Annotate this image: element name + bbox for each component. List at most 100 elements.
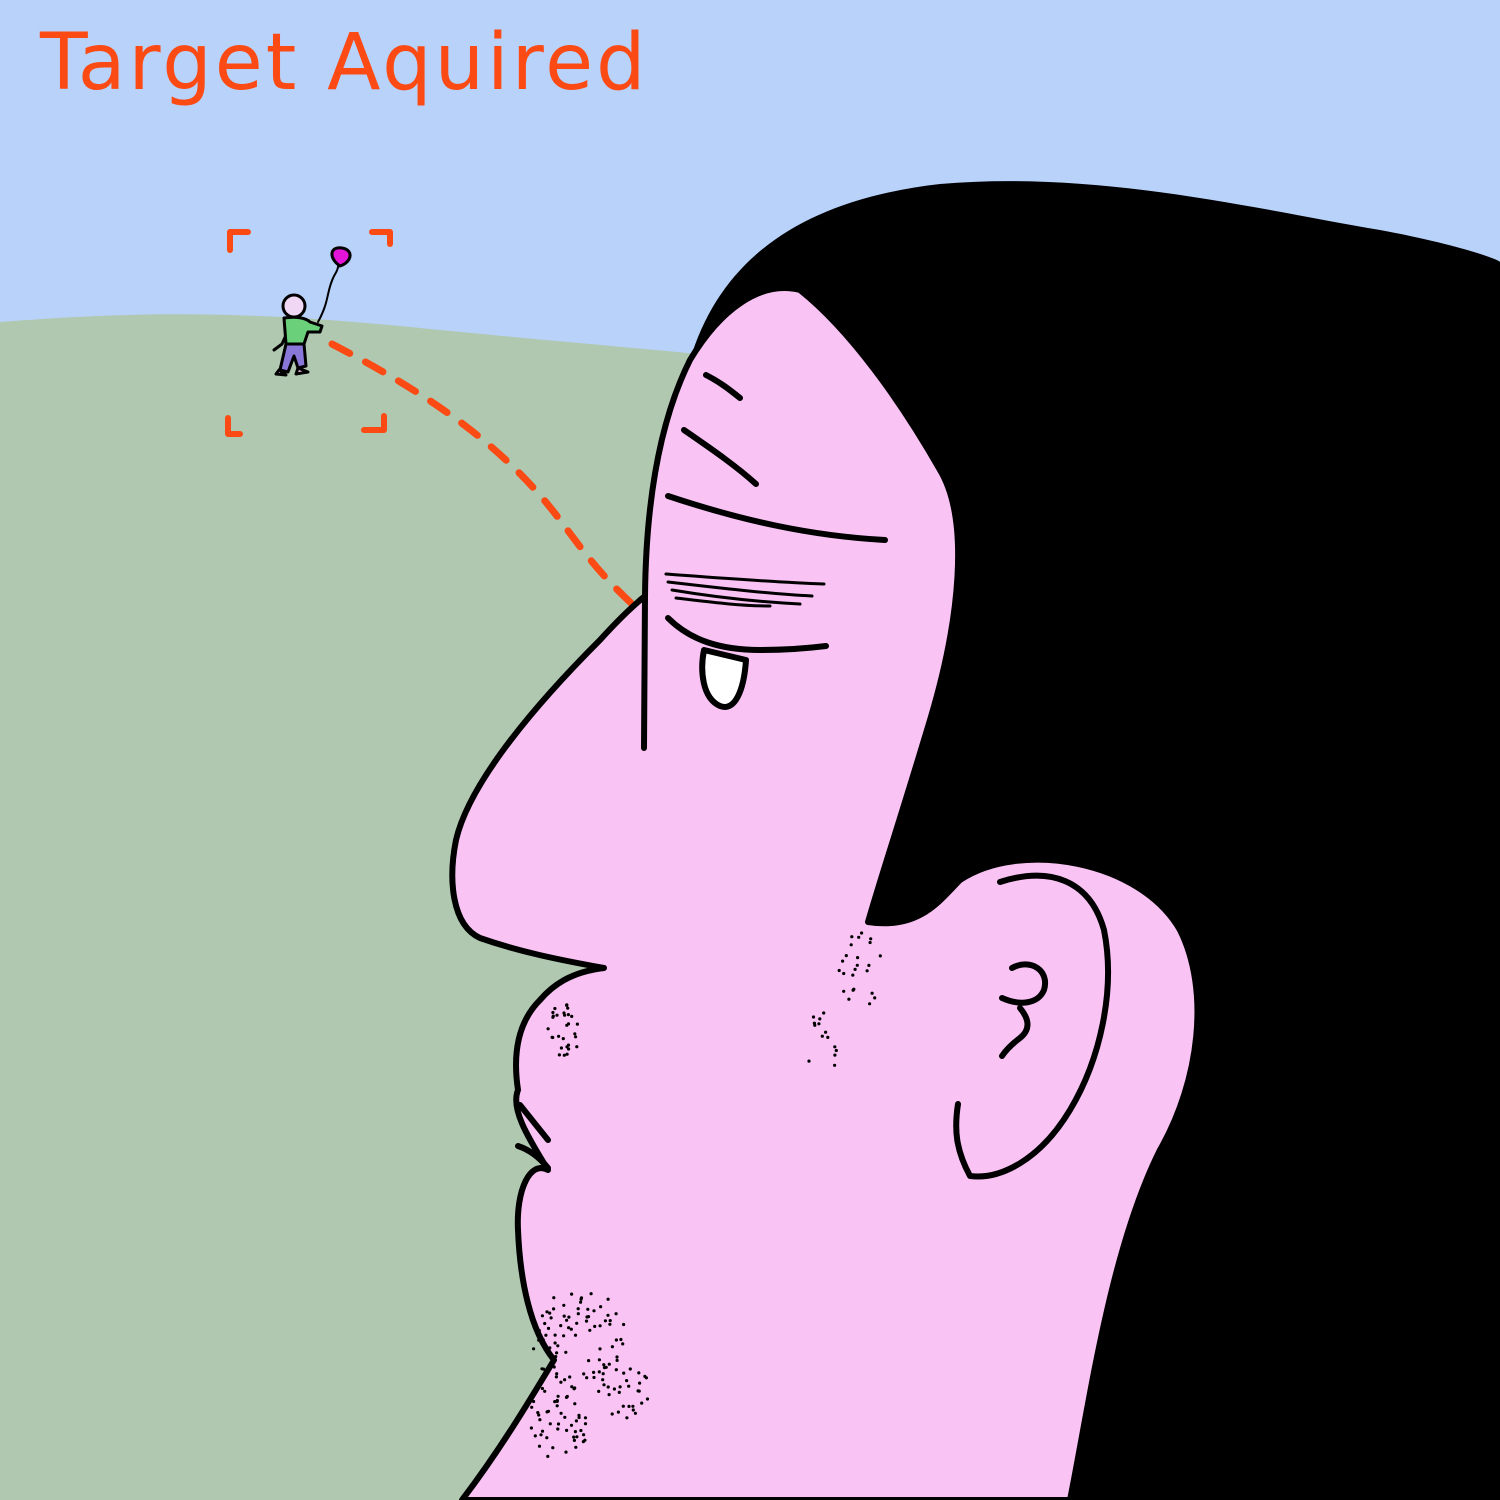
stubble-dot (813, 1023, 817, 1027)
stubble-dot (851, 973, 855, 977)
stubble-dot (878, 954, 882, 958)
stubble-dot (640, 1401, 644, 1405)
stubble-dot (540, 1314, 545, 1318)
stubble-dot (575, 1435, 579, 1439)
stubble-dot (563, 1013, 567, 1017)
stubble-dot (556, 1422, 561, 1426)
stubble-dot (573, 1032, 577, 1036)
stubble-dot (597, 1358, 602, 1362)
stubble-dot (857, 935, 861, 939)
stubble-dot (637, 1389, 641, 1393)
stubble-dot (551, 1035, 555, 1040)
stubble-dot (617, 1390, 621, 1394)
stubble-dot (552, 1307, 556, 1311)
stubble-dot (551, 1014, 555, 1018)
stubble-dot (584, 1319, 589, 1323)
stubble-dot (545, 1436, 549, 1440)
stubble-dot (575, 1022, 580, 1026)
stubble-dot (602, 1383, 606, 1387)
stubble-dot (842, 989, 846, 993)
stubble-dot (567, 1315, 571, 1319)
stubble-dot (546, 1409, 551, 1413)
stubble-dot (622, 1371, 626, 1375)
ear (953, 872, 1111, 1180)
stubble-dot (555, 1399, 559, 1403)
stubble-dot (556, 1427, 560, 1431)
stubble-dot (536, 1411, 540, 1415)
stubble-dot (867, 963, 871, 968)
stubble-dot (540, 1429, 545, 1433)
stubble-dot (817, 1022, 821, 1026)
stubble-dot (608, 1319, 612, 1323)
stubble-dot (849, 943, 853, 947)
stubble-dot (586, 1315, 591, 1319)
stubble-dot (544, 1333, 548, 1337)
stubble-dot (573, 1430, 578, 1434)
stubble-dot (607, 1362, 611, 1366)
stubble-dot (557, 1053, 562, 1057)
stubble-dot (537, 1329, 541, 1333)
stubble-dot (563, 1415, 567, 1419)
stubble-dot (557, 1034, 561, 1038)
stubble-dot (555, 1351, 559, 1355)
stubble-dot (612, 1387, 617, 1391)
stubble-dot (619, 1337, 623, 1342)
stubble-dot (570, 1014, 574, 1019)
stubble-dot (822, 1011, 826, 1015)
stubble-dot (567, 1326, 571, 1330)
stubble-dot (597, 1389, 601, 1393)
stubble-dot (529, 1426, 534, 1430)
caption: Target Aquired (40, 18, 649, 108)
stubble-dot (552, 1365, 556, 1369)
stubble-dot (606, 1297, 610, 1301)
stubble-dot (565, 1045, 569, 1049)
stubble-dot (570, 1292, 574, 1296)
stubble-dot (627, 1404, 631, 1408)
stubble-dot (576, 1307, 580, 1311)
stubble-dot (582, 1372, 586, 1376)
stubble-dot (566, 1022, 571, 1026)
stubble-dot (548, 1422, 552, 1426)
stubble-dot (602, 1363, 606, 1367)
stubble-dot (562, 1314, 566, 1318)
stubble-dot (586, 1307, 590, 1311)
stubble-dot (576, 1312, 580, 1316)
stubble-dot (555, 1404, 559, 1408)
stubble-dot (837, 968, 841, 973)
stubble-dot (555, 1013, 559, 1017)
stubble-dot (592, 1309, 596, 1313)
stubble-dot (631, 1404, 635, 1408)
stubble-dot (847, 997, 851, 1001)
stubble-dot (833, 1045, 837, 1049)
stubble-dot (559, 1324, 563, 1328)
stubble-dot (532, 1399, 536, 1404)
stubble-dot (603, 1319, 608, 1323)
stubble-dot (826, 1035, 830, 1039)
stubble-dot (577, 1415, 581, 1420)
stubble-dot (574, 1035, 578, 1039)
stubble-dot (844, 954, 848, 958)
stubble-dot (850, 935, 854, 939)
stubble-dot (604, 1365, 608, 1369)
stubble-dot (579, 1300, 583, 1304)
stubble-dot (833, 1053, 837, 1057)
stubble-dot (565, 1428, 569, 1432)
stubble-dot (553, 1333, 557, 1337)
stubble-dot (552, 1296, 556, 1300)
stubble-dot (562, 1303, 566, 1307)
stubble-dot (860, 931, 864, 935)
stubble-dot (551, 1446, 555, 1450)
stubble-dot (575, 1045, 579, 1049)
stubble-dot (841, 959, 845, 963)
person-figure (272, 246, 352, 377)
mouth-lines (515, 1102, 551, 1171)
stubble-dot (628, 1367, 632, 1371)
stubble-dot (551, 1010, 555, 1015)
stubble-dot (540, 1386, 545, 1391)
stubble-dot (853, 967, 857, 972)
stubble-dot (546, 1454, 550, 1458)
stubble-dot (581, 1440, 586, 1444)
stubble-dot (530, 1405, 534, 1409)
stubble-dot (554, 1375, 559, 1379)
